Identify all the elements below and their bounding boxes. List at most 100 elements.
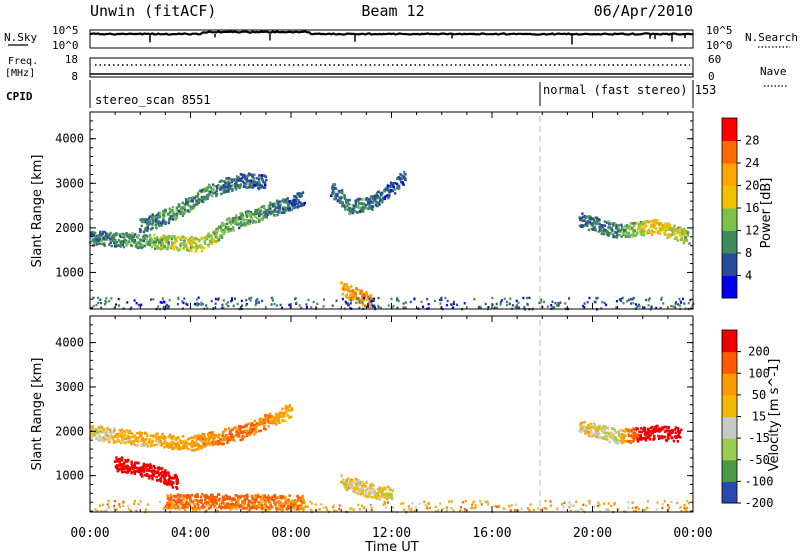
data-cell	[363, 293, 366, 296]
data-cell	[610, 227, 613, 230]
data-cell	[125, 232, 128, 235]
data-cell	[172, 501, 175, 504]
data-cell	[588, 217, 592, 220]
data-cell	[264, 208, 267, 212]
data-cell	[437, 509, 440, 512]
data-cell	[356, 198, 359, 202]
data-cell	[146, 474, 149, 477]
data-cell	[245, 222, 248, 226]
data-cell	[94, 433, 97, 437]
data-cell	[226, 497, 229, 500]
data-cell	[177, 436, 180, 439]
data-cell	[239, 496, 242, 499]
velocity-cells	[89, 403, 690, 514]
data-cell	[161, 221, 164, 225]
data-cell	[545, 507, 548, 510]
data-cell	[662, 224, 665, 227]
data-cell	[450, 500, 453, 503]
data-cell	[263, 186, 267, 189]
data-cell	[221, 501, 224, 505]
data-cell	[637, 223, 641, 226]
data-cell	[365, 293, 368, 296]
data-cell	[171, 245, 175, 248]
data-cell	[194, 242, 197, 245]
data-cell	[250, 217, 254, 220]
data-cell	[236, 223, 239, 226]
data-cell	[381, 196, 385, 199]
data-cell	[195, 509, 198, 512]
data-cell	[123, 430, 126, 433]
data-cell	[166, 502, 169, 505]
data-cell	[172, 214, 175, 218]
data-cell	[636, 305, 639, 308]
data-cell	[298, 504, 302, 507]
data-cell	[135, 302, 138, 305]
data-cell	[162, 305, 165, 309]
data-cell	[167, 236, 170, 240]
data-cell	[349, 302, 352, 305]
data-cell	[128, 429, 131, 433]
data-cell	[247, 174, 250, 178]
data-cell	[169, 501, 172, 504]
data-cell	[200, 236, 203, 240]
data-cell	[606, 230, 609, 233]
data-cell	[241, 223, 244, 227]
data-cell	[178, 508, 181, 511]
data-cell	[100, 510, 103, 513]
data-cell	[254, 494, 257, 497]
data-cell	[355, 301, 358, 305]
data-cell	[586, 224, 589, 228]
data-cell	[196, 203, 199, 206]
data-cell	[129, 431, 132, 434]
data-cell	[168, 504, 170, 507]
data-cell	[594, 216, 597, 219]
data-cell	[112, 441, 116, 444]
data-cell	[189, 499, 193, 503]
data-cell	[167, 506, 171, 510]
data-cell	[212, 498, 215, 502]
data-cell	[628, 225, 632, 228]
data-cell	[92, 244, 96, 247]
colorbar-segment	[722, 416, 737, 439]
data-cell	[333, 187, 337, 190]
data-cell	[351, 296, 354, 299]
data-cell	[360, 206, 363, 210]
data-cell	[127, 431, 130, 434]
data-cell	[667, 425, 670, 429]
data-cell	[239, 426, 243, 430]
data-cell	[193, 448, 196, 452]
data-cell	[290, 408, 293, 412]
data-cell	[644, 428, 647, 432]
data-cell	[635, 510, 638, 513]
data-cell	[649, 426, 652, 430]
data-cell	[195, 195, 198, 198]
data-cell	[200, 501, 203, 504]
data-cell	[623, 430, 627, 433]
data-cell	[354, 202, 358, 205]
data-cell	[209, 432, 213, 436]
data-cell	[212, 192, 215, 195]
data-cell	[219, 188, 222, 191]
data-cell	[667, 234, 670, 238]
data-cell	[112, 237, 116, 240]
data-cell	[346, 199, 349, 202]
data-cell	[224, 181, 227, 185]
data-cell	[259, 186, 262, 189]
data-cell	[197, 447, 200, 451]
data-cell	[201, 237, 205, 240]
data-cell	[265, 496, 268, 499]
data-cell	[298, 200, 301, 204]
data-cell	[108, 440, 111, 444]
data-cell	[388, 486, 391, 490]
data-cell	[254, 182, 257, 186]
noise-right-tick-top: 10^5	[706, 24, 733, 37]
data-cell	[120, 441, 123, 445]
data-cell	[376, 195, 380, 198]
data-cell	[368, 198, 371, 201]
data-cell	[257, 503, 260, 506]
freq-tick-bottom: 8	[71, 70, 78, 83]
data-cell	[408, 508, 410, 511]
data-cell	[103, 435, 107, 438]
data-cell	[303, 501, 306, 505]
data-cell	[117, 438, 120, 442]
